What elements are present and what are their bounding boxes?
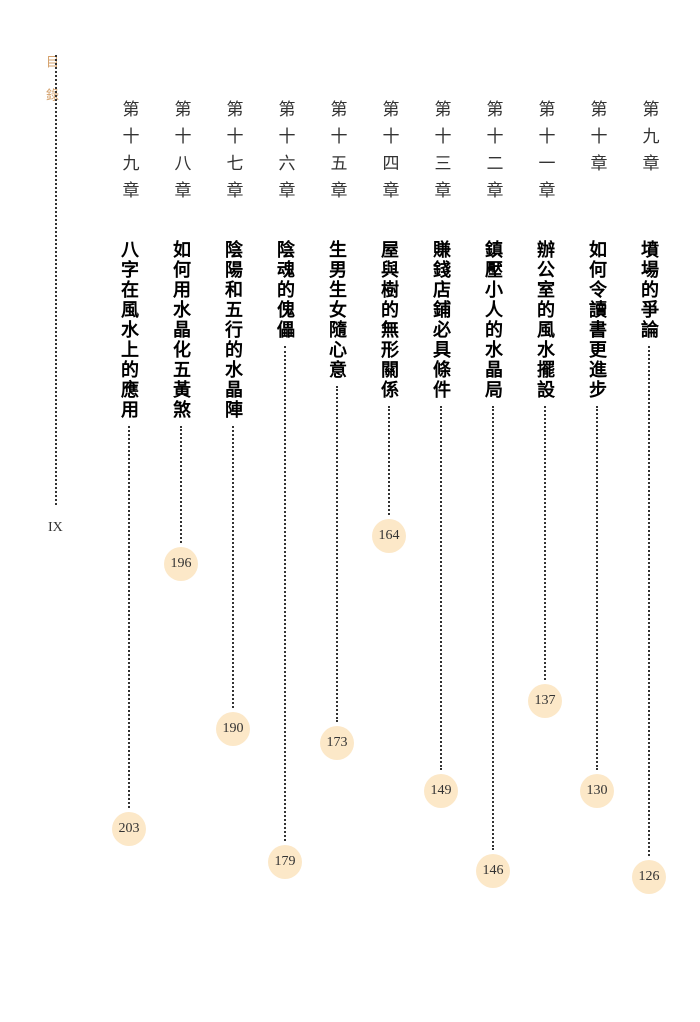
toc-entry: 第十七章陰陽和五行的水晶陣190 [222, 100, 244, 894]
chapter-label: 第十二章 [481, 100, 506, 220]
chapter-label: 第十四章 [377, 100, 402, 220]
chapter-title: 陰魂的傀儡 [272, 240, 298, 340]
page-number-circle: 173 [320, 726, 354, 760]
page-number-circle: 179 [268, 845, 302, 879]
page-number-circle: 146 [476, 854, 510, 888]
page-number-roman: IX [48, 520, 63, 536]
chapter-title: 鎮壓小人的水晶局 [480, 240, 506, 400]
table-of-contents: 第九章墳場的爭論126第十章如何令讀書更進步130第十一章辦公室的風水擺設137… [118, 100, 660, 894]
section-label: 目錄 [42, 55, 61, 121]
chapter-label: 第九章 [637, 100, 662, 220]
dotted-leader [544, 406, 546, 680]
sidebar-dotted-line [55, 55, 57, 505]
chapter-label: 第十七章 [221, 100, 246, 220]
page-number-circle: 164 [372, 519, 406, 553]
dotted-leader [128, 426, 130, 808]
dotted-leader [440, 406, 442, 770]
toc-entry: 第十章如何令讀書更進步130 [586, 100, 608, 894]
chapter-title: 墳場的爭論 [636, 240, 662, 340]
chapter-label: 第十章 [585, 100, 610, 220]
toc-entry: 第十八章如何用水晶化五黃煞196 [170, 100, 192, 894]
page-number-circle: 196 [164, 547, 198, 581]
page-number-circle: 190 [216, 712, 250, 746]
dotted-leader [492, 406, 494, 850]
chapter-label: 第十八章 [169, 100, 194, 220]
page-number-circle: 149 [424, 774, 458, 808]
chapter-title: 如何令讀書更進步 [584, 240, 610, 400]
dotted-leader [180, 426, 182, 543]
chapter-title: 辦公室的風水擺設 [532, 240, 558, 400]
toc-entry: 第十六章陰魂的傀儡179 [274, 100, 296, 894]
dotted-leader [232, 426, 234, 708]
chapter-label: 第十九章 [117, 100, 142, 220]
toc-entry: 第九章墳場的爭論126 [638, 100, 660, 894]
chapter-title: 生男生女隨心意 [324, 240, 350, 380]
chapter-title: 賺錢店鋪必具條件 [428, 240, 454, 400]
toc-entry: 第十九章八字在風水上的應用203 [118, 100, 140, 894]
toc-entry: 第十五章生男生女隨心意173 [326, 100, 348, 894]
page-number-circle: 126 [632, 860, 666, 894]
chapter-label: 第十六章 [273, 100, 298, 220]
toc-entry: 第十四章屋與樹的無形關係164 [378, 100, 400, 894]
toc-entry: 第十二章鎮壓小人的水晶局146 [482, 100, 504, 894]
chapter-title: 如何用水晶化五黃煞 [168, 240, 194, 420]
dotted-leader [648, 346, 650, 856]
toc-entry: 第十三章賺錢店鋪必具條件149 [430, 100, 452, 894]
chapter-label: 第十五章 [325, 100, 350, 220]
chapter-label: 第十一章 [533, 100, 558, 220]
chapter-title: 屋與樹的無形關係 [376, 240, 402, 400]
chapter-title: 八字在風水上的應用 [116, 240, 142, 420]
dotted-leader [284, 346, 286, 841]
page-number-circle: 130 [580, 774, 614, 808]
dotted-leader [336, 386, 338, 722]
dotted-leader [596, 406, 598, 770]
dotted-leader [388, 406, 390, 515]
chapter-title: 陰陽和五行的水晶陣 [220, 240, 246, 420]
page-number-circle: 203 [112, 812, 146, 846]
toc-entry: 第十一章辦公室的風水擺設137 [534, 100, 556, 894]
page-number-circle: 137 [528, 684, 562, 718]
chapter-label: 第十三章 [429, 100, 454, 220]
